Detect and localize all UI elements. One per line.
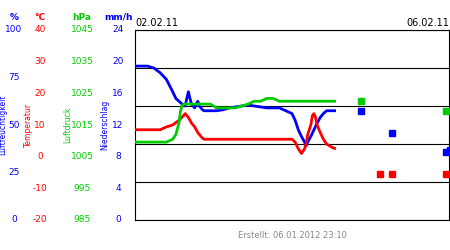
- Text: 8: 8: [115, 152, 121, 161]
- Text: 995: 995: [73, 184, 90, 193]
- Text: 1045: 1045: [71, 26, 94, 35]
- Text: 10: 10: [34, 120, 46, 130]
- Text: Erstellt: 06.01.2012 23:10: Erstellt: 06.01.2012 23:10: [238, 230, 346, 239]
- Text: 0: 0: [11, 216, 17, 224]
- Text: 1015: 1015: [71, 120, 94, 130]
- Text: 1025: 1025: [71, 89, 94, 98]
- Text: -10: -10: [32, 184, 47, 193]
- Text: mm/h: mm/h: [104, 13, 132, 22]
- Text: 1005: 1005: [71, 152, 94, 161]
- Text: 0: 0: [37, 152, 43, 161]
- Text: 12: 12: [112, 120, 124, 130]
- Text: 25: 25: [8, 168, 20, 177]
- Text: Luftfeuchtigkeit: Luftfeuchtigkeit: [0, 95, 8, 155]
- Text: 4: 4: [115, 184, 121, 193]
- Text: 100: 100: [5, 26, 22, 35]
- Text: 20: 20: [112, 57, 124, 66]
- Text: 1035: 1035: [71, 57, 94, 66]
- Text: -20: -20: [33, 216, 47, 224]
- Text: 30: 30: [34, 57, 46, 66]
- Text: 16: 16: [112, 89, 124, 98]
- Text: Niederschlag: Niederschlag: [100, 100, 109, 150]
- Text: 985: 985: [73, 216, 90, 224]
- Text: 06.02.11: 06.02.11: [406, 18, 449, 28]
- Text: %: %: [9, 13, 18, 22]
- Text: 0: 0: [115, 216, 121, 224]
- Text: hPa: hPa: [72, 13, 91, 22]
- Text: 24: 24: [112, 26, 124, 35]
- Text: 02.02.11: 02.02.11: [135, 18, 178, 28]
- Text: Luftdruck: Luftdruck: [63, 107, 72, 143]
- Text: 50: 50: [8, 120, 20, 130]
- Text: Temperatur: Temperatur: [23, 103, 32, 147]
- Text: 40: 40: [34, 26, 46, 35]
- Text: 20: 20: [34, 89, 46, 98]
- Text: °C: °C: [35, 13, 45, 22]
- Text: 75: 75: [8, 73, 20, 82]
